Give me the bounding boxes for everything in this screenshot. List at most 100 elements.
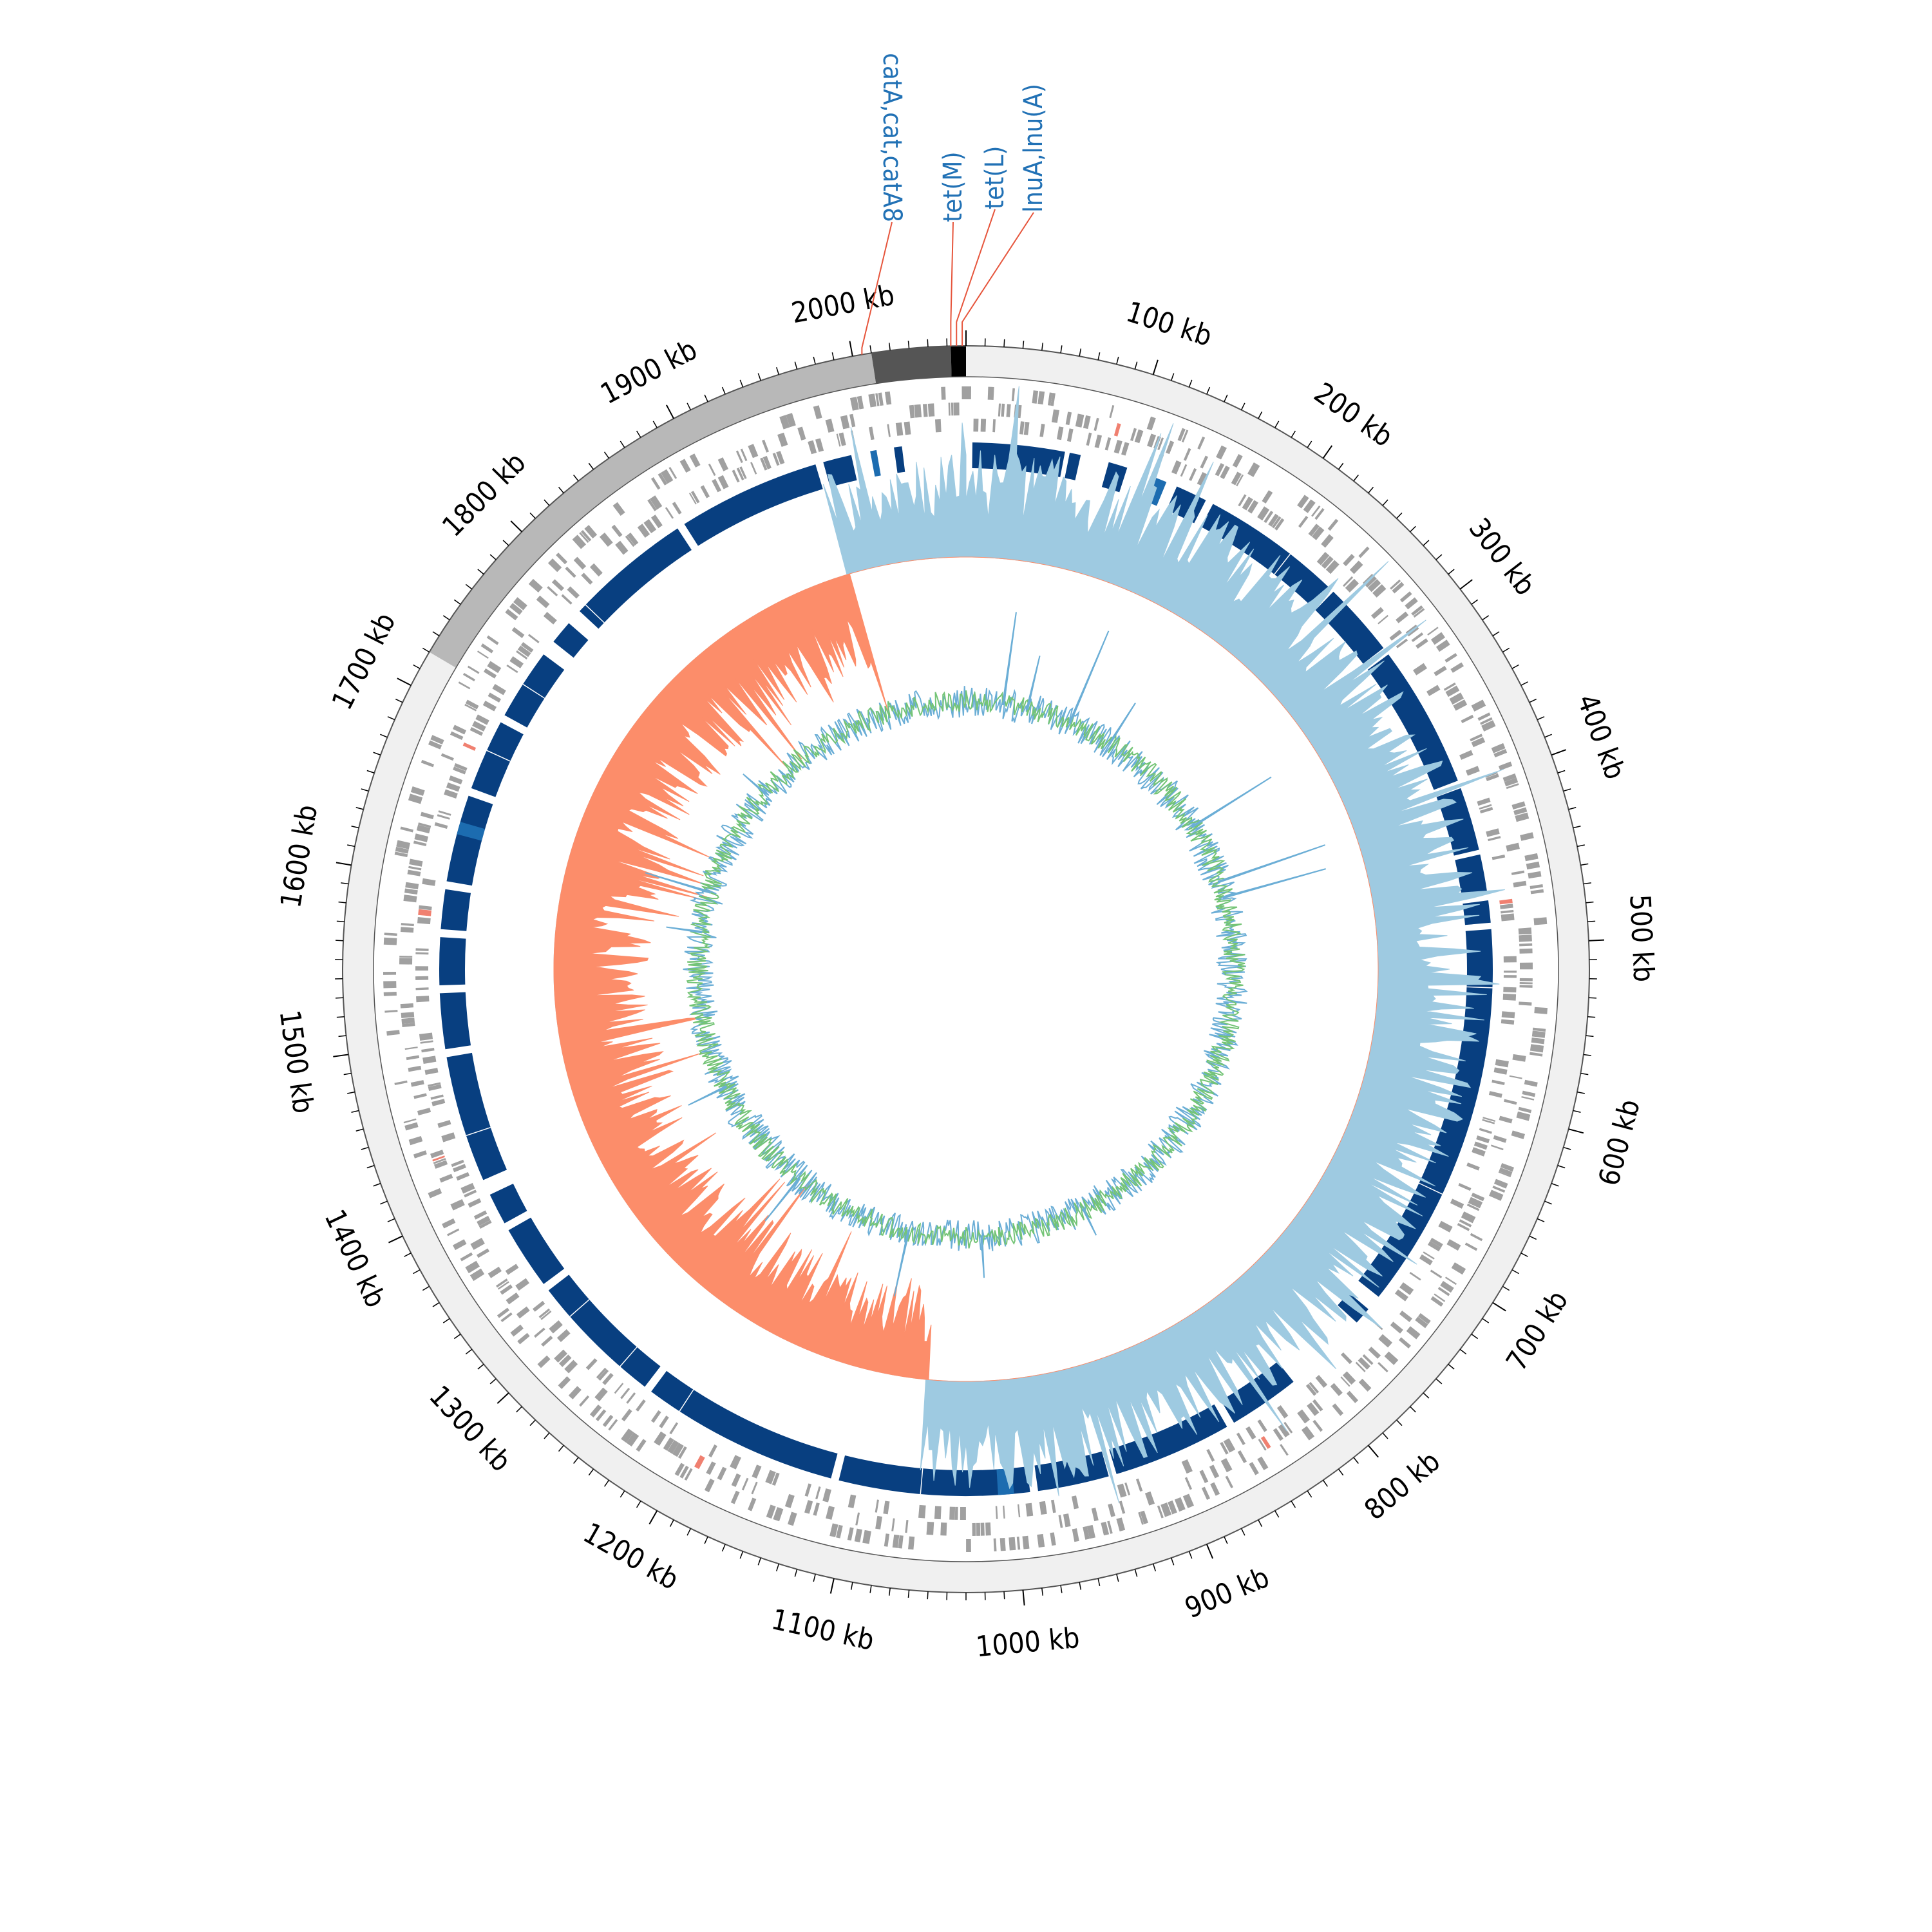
gene-feature	[1459, 1219, 1472, 1227]
tick-label-1600: 1600 kb	[274, 802, 324, 911]
minor-tick	[347, 844, 355, 848]
annotation-label-0: catA,cat,catA8	[877, 53, 907, 222]
gene-feature	[1032, 390, 1039, 404]
gene-feature	[730, 1490, 740, 1504]
gene-feature	[1461, 714, 1474, 723]
gc-spike-12	[666, 926, 703, 934]
gene-feature	[739, 466, 747, 479]
minor-tick	[813, 356, 816, 365]
minor-tick	[775, 1564, 780, 1571]
gene-feature	[611, 524, 623, 538]
gene-feature	[1501, 913, 1515, 922]
major-tick	[1206, 1544, 1214, 1559]
minor-tick	[620, 440, 625, 448]
gene-feature	[905, 1520, 909, 1533]
gene-feature	[1500, 1163, 1515, 1172]
gene-feature	[1417, 1312, 1431, 1325]
homology-block-27	[553, 623, 589, 658]
minor-tick	[529, 1419, 536, 1426]
gc-spike-0	[1001, 612, 1017, 706]
gene-feature	[415, 948, 429, 951]
gene-feature	[1247, 500, 1259, 514]
gene-feature	[1450, 662, 1464, 673]
gene-feature	[772, 453, 780, 466]
gene-feature	[1257, 506, 1270, 521]
gene-feature	[513, 597, 527, 611]
gene-feature	[712, 478, 722, 493]
gene-feature	[439, 1173, 453, 1183]
gene-feature	[401, 1018, 415, 1025]
gene-feature	[383, 937, 397, 945]
gene-feature	[926, 1521, 934, 1535]
homology-block-18	[508, 1217, 565, 1284]
minor-tick	[831, 352, 835, 361]
homology-block-23	[440, 889, 471, 931]
gene-feature	[1050, 1499, 1056, 1513]
gene-feature	[428, 1082, 441, 1087]
gene-feature	[556, 553, 568, 565]
gene-feature	[1237, 1450, 1247, 1463]
gene-feature	[813, 405, 822, 419]
gene-feature	[1485, 772, 1498, 778]
gene-feature	[1358, 546, 1370, 558]
resistance-gene-annotations: catA,cat,catA8 tet(M) tet(L) lnuA,lnu(A)	[861, 53, 1048, 355]
minor-tick	[395, 698, 403, 703]
gene-feature	[1521, 1095, 1535, 1101]
gene-feature	[1464, 1242, 1478, 1251]
gene-feature	[668, 467, 677, 479]
minor-tick	[347, 1091, 355, 1094]
gene-feature	[430, 1150, 444, 1159]
gene-feature	[452, 1239, 467, 1251]
gene-feature	[735, 450, 743, 464]
homology-block-28	[579, 528, 692, 629]
gene-feature	[584, 525, 598, 539]
gene-feature	[1506, 783, 1519, 790]
gene-feature	[409, 858, 423, 867]
gene-feature	[399, 955, 413, 958]
gene-feature	[667, 1440, 679, 1454]
gene-feature	[836, 433, 841, 447]
gene-feature	[1384, 1351, 1399, 1365]
gene-feature	[1519, 978, 1533, 981]
gene-feature	[447, 1228, 460, 1236]
tick-label-1500: 1500 kb	[273, 1008, 320, 1115]
homology-block-29	[684, 464, 823, 546]
gene-feature	[1450, 1198, 1464, 1209]
gc-spike-13	[743, 773, 766, 795]
tick-label-1100: 1100 kb	[768, 1603, 877, 1657]
gene-feature	[1116, 1517, 1126, 1531]
gene-feature	[450, 731, 464, 741]
tick-label-1300: 1300 kb	[422, 1379, 517, 1478]
gene-feature	[1140, 1510, 1148, 1524]
minor-tick	[588, 1468, 594, 1476]
tick-label-1200: 1200 kb	[578, 1517, 684, 1596]
tick-label-700: 700 kb	[1500, 1285, 1575, 1376]
major-tick	[1492, 1302, 1506, 1312]
minor-tick	[335, 940, 344, 942]
minor-tick	[869, 345, 872, 354]
gene-feature	[419, 905, 432, 911]
gene-feature	[1039, 1501, 1047, 1515]
gene-feature	[1370, 607, 1384, 620]
tick-label-1400: 1400 kb	[317, 1205, 392, 1313]
gene-feature	[430, 1094, 444, 1100]
minor-tick	[1482, 1318, 1490, 1323]
gene-feature	[1430, 1269, 1443, 1278]
minor-tick	[351, 1110, 359, 1113]
gene-feature	[420, 811, 434, 820]
minor-tick	[361, 788, 369, 792]
gene-feature	[517, 645, 531, 658]
gene-feature	[1242, 497, 1253, 511]
gene-feature	[564, 1359, 578, 1374]
gene-feature	[1519, 943, 1533, 947]
gene-feature	[1274, 518, 1285, 531]
gene-feature	[540, 1311, 552, 1320]
minor-tick	[1152, 1564, 1157, 1571]
minor-tick	[1097, 1578, 1101, 1586]
gene-feature	[556, 1329, 571, 1343]
gene-feature	[500, 1284, 513, 1295]
gene-feature	[451, 1159, 464, 1168]
gene-feature	[1094, 417, 1099, 431]
gene-feature	[558, 1354, 572, 1367]
gene-feature	[1504, 777, 1519, 787]
